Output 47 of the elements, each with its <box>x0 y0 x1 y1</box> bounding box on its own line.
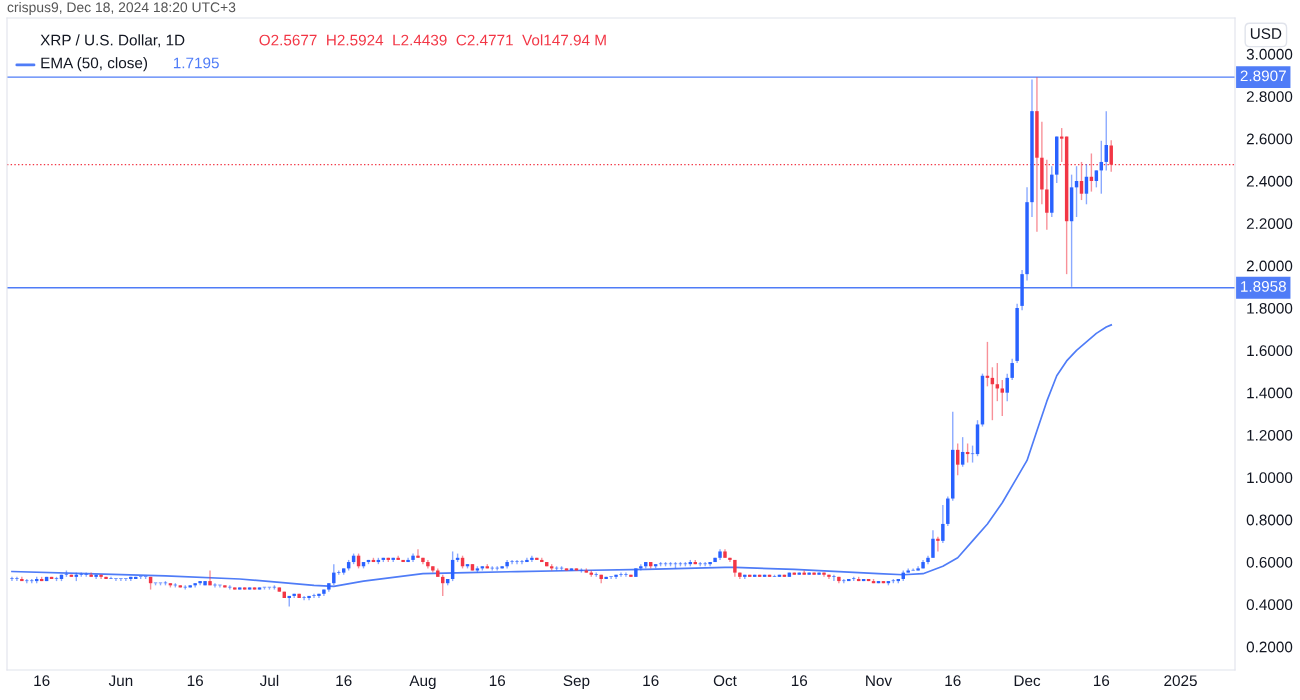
line-series <box>11 324 1113 588</box>
y-tick-label: 0.8000 <box>1246 514 1293 526</box>
x-tick-label: Dec <box>1014 675 1041 687</box>
candlestick <box>416 548 420 559</box>
candlestick <box>25 578 29 584</box>
x-tick-label: 2025 <box>1164 675 1197 687</box>
text: crispus9, Dec 18, 2024 18:20 UTC+3 <box>7 2 236 15</box>
y-tick-label: 1.8000 <box>1247 302 1293 314</box>
x-tick-label: 16 <box>336 675 352 687</box>
legend-label: EMA (50, close) <box>41 57 148 72</box>
y-tick-label: 1.4000 <box>1247 387 1293 399</box>
x-tick-label: 16 <box>945 675 961 687</box>
candlestick <box>936 535 940 553</box>
y-tick-label: 0.2000 <box>1246 641 1293 653</box>
candlestick <box>832 574 836 582</box>
x-tick-label: Sep <box>563 675 590 690</box>
text: O2.5677 H2.5924 L2.4439 C2.4771 Vol147.94 M <box>259 34 606 46</box>
annotation: 1.7195 <box>173 57 219 69</box>
candlestick <box>906 567 910 574</box>
x-tick-label: Oct <box>713 675 737 687</box>
x-tick-label: Nov <box>866 675 893 687</box>
y-tick-label: 1.2000 <box>1247 429 1293 441</box>
x-tick-label: 16 <box>643 675 659 687</box>
y-tick-label: 2.6000 <box>1246 133 1293 145</box>
ref-line-label: 1.8958 <box>1241 281 1286 292</box>
x-tick-label: Jun <box>108 675 133 687</box>
y-tick-label: 2.8000 <box>1246 91 1293 103</box>
y-tick-label: 0.6000 <box>1246 556 1293 568</box>
x-tick-label: Jul <box>259 674 279 687</box>
y-tick-label: 3.0000 <box>1246 48 1293 60</box>
x-tick-label: 16 <box>489 675 506 687</box>
x-tick-label: 16 <box>187 675 203 687</box>
y-tick-label: 2.0000 <box>1246 260 1293 272</box>
y-tick-label: 0.4000 <box>1246 599 1293 611</box>
ref-line-label: 2.8907 <box>1240 70 1286 82</box>
y-tick-label: 1.0000 <box>1247 472 1293 484</box>
text: XRP / U.S. Dollar, 1D <box>40 34 185 48</box>
y-tick-label: 2.4000 <box>1246 175 1293 187</box>
y-tick-label: 2.2000 <box>1246 218 1293 230</box>
y-tick-label: 1.6000 <box>1247 345 1293 357</box>
x-tick-label: 16 <box>34 675 50 687</box>
y-axis-title: USD <box>1250 28 1282 39</box>
candlestick <box>639 563 643 572</box>
x-tick-label: 16 <box>791 675 808 687</box>
x-tick-label: 16 <box>1093 675 1110 687</box>
candlestick <box>208 569 212 587</box>
x-tick-label: Aug <box>409 675 436 690</box>
